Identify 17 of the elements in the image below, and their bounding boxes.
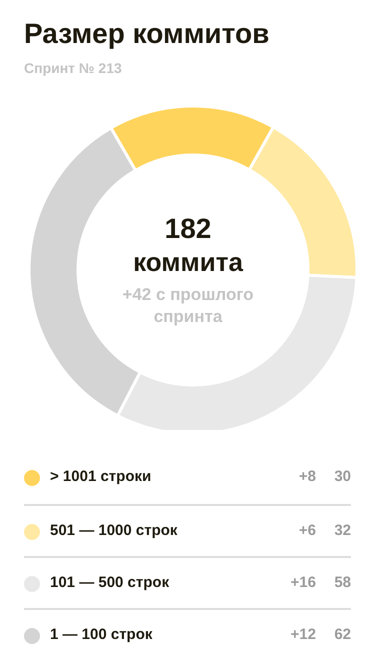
text: +16	[290, 574, 316, 591]
data-label: 30	[334, 468, 351, 485]
text: коммита	[132, 246, 244, 278]
text: +42 с прошлого спринта	[121, 284, 255, 328]
text: +12	[290, 626, 316, 643]
legend-label: > 1001 строки	[50, 468, 152, 485]
data-label: 62	[334, 626, 351, 643]
data-label: 58	[334, 574, 351, 591]
text: +6	[298, 522, 316, 539]
text: +8	[298, 468, 316, 485]
text: 182	[164, 212, 212, 246]
legend-label: 101 — 500 строк	[50, 574, 170, 591]
data-label: 32	[334, 522, 351, 539]
chart-subtitle: Спринт № 213	[24, 60, 122, 76]
chart-title: Размер коммитов	[24, 18, 270, 50]
legend-label: 1 — 100 строк	[50, 626, 152, 643]
legend-label: 501 — 1000 строк	[50, 522, 178, 539]
